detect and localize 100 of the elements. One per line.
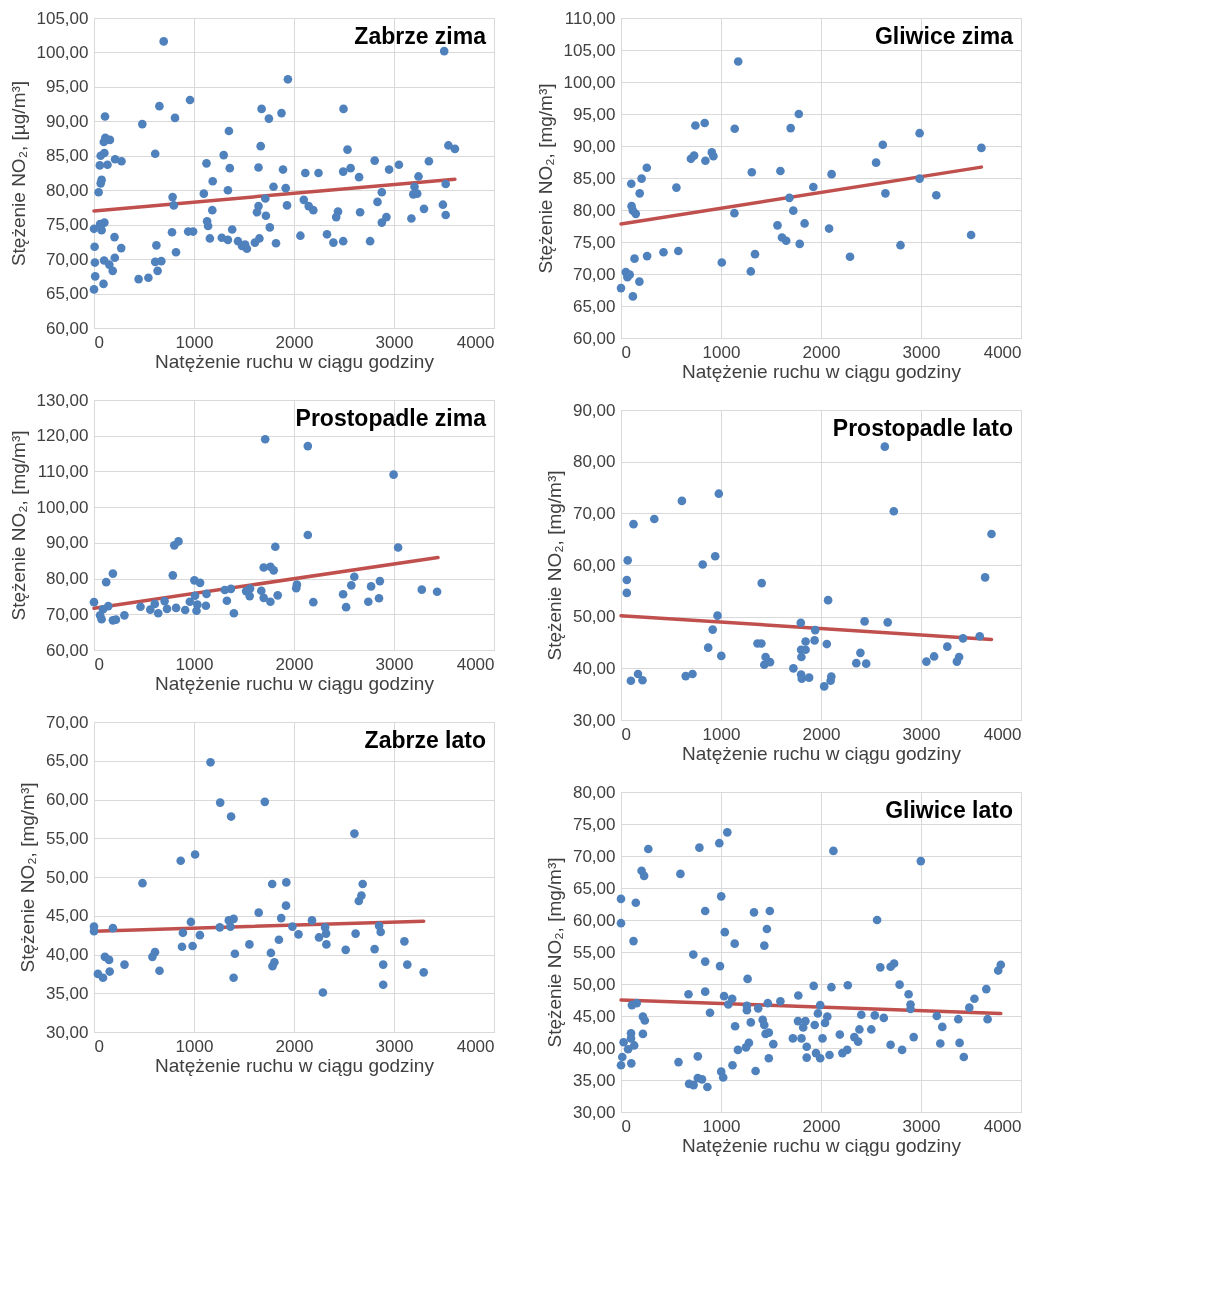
point bbox=[797, 674, 807, 683]
x-tick-label: 1000 bbox=[175, 1036, 214, 1056]
x-tick-label: 0 bbox=[94, 332, 104, 352]
point bbox=[626, 676, 636, 686]
y-tick-label: 40,00 bbox=[45, 945, 89, 964]
y-tick-label: 60,00 bbox=[45, 640, 89, 660]
y-tick-label: 30,00 bbox=[572, 710, 616, 730]
y-tick-label: 35,00 bbox=[45, 983, 89, 1003]
y-tick-label: 30,00 bbox=[45, 1022, 89, 1042]
x-axis-title: Natężenie ruchu w ciągu godziny bbox=[155, 1054, 435, 1076]
x-tick-label: 1000 bbox=[702, 1116, 741, 1136]
y-tick-label: 70,00 bbox=[572, 846, 616, 866]
point bbox=[795, 239, 805, 249]
point bbox=[881, 189, 890, 198]
point bbox=[622, 588, 632, 598]
y-tick-label: 80,00 bbox=[572, 452, 616, 472]
y-tick-label: 40,00 bbox=[572, 1038, 616, 1058]
point bbox=[827, 169, 836, 179]
x-tick-label: 2000 bbox=[275, 332, 314, 352]
chart-title: Gliwice zima bbox=[874, 23, 1014, 49]
y-tick-label: 80,00 bbox=[572, 200, 616, 220]
x-tick-label: 2000 bbox=[275, 1036, 314, 1056]
point bbox=[860, 617, 869, 626]
x-tick-label: 4000 bbox=[456, 654, 495, 674]
point bbox=[788, 206, 798, 215]
point bbox=[672, 183, 681, 192]
point bbox=[733, 57, 743, 66]
x-tick-label: 1000 bbox=[702, 342, 741, 362]
point bbox=[922, 657, 931, 666]
point bbox=[750, 249, 760, 259]
point bbox=[746, 267, 756, 276]
point bbox=[635, 277, 644, 286]
x-tick-label: 3000 bbox=[902, 1116, 941, 1136]
point bbox=[958, 634, 968, 643]
point bbox=[765, 657, 775, 667]
point bbox=[980, 573, 990, 582]
x-axis-title: Natężenie ruchu w ciągu godziny bbox=[155, 350, 435, 372]
point bbox=[822, 639, 832, 649]
y-tick-label: 50,00 bbox=[45, 867, 89, 887]
x-tick-label: 2000 bbox=[802, 1116, 841, 1136]
point bbox=[819, 682, 829, 691]
x-axis-title: Natężenie ruchu w ciągu godziny bbox=[682, 742, 962, 764]
y-tick-label: 110,00 bbox=[564, 8, 616, 28]
y-tick-label: 85,00 bbox=[45, 146, 89, 166]
y-tick-label: 60,00 bbox=[45, 790, 89, 809]
x-tick-label: 4000 bbox=[983, 342, 1022, 362]
point bbox=[929, 652, 939, 661]
x-tick-label: 2000 bbox=[802, 724, 841, 744]
point bbox=[616, 283, 626, 293]
point bbox=[677, 496, 687, 506]
y-tick-label: 110,00 bbox=[37, 461, 89, 481]
y-tick-label: 75,00 bbox=[572, 814, 616, 834]
point bbox=[757, 578, 767, 588]
point bbox=[789, 664, 798, 673]
y-tick-label: 40,00 bbox=[572, 658, 616, 678]
point bbox=[931, 190, 941, 200]
point bbox=[703, 643, 713, 652]
point bbox=[977, 143, 986, 153]
point bbox=[786, 123, 796, 133]
point bbox=[638, 675, 647, 685]
y-tick-label: 55,00 bbox=[572, 942, 616, 962]
x-tick-label: 4000 bbox=[456, 332, 495, 352]
y-tick-label: 55,00 bbox=[45, 828, 89, 848]
x-tick-label: 3000 bbox=[375, 1036, 414, 1056]
point bbox=[845, 252, 855, 262]
point bbox=[823, 595, 833, 605]
y-tick-label: 65,00 bbox=[572, 296, 616, 316]
point bbox=[630, 254, 639, 263]
point bbox=[649, 514, 659, 524]
point bbox=[896, 240, 905, 250]
point bbox=[824, 224, 834, 233]
point bbox=[954, 652, 964, 662]
y-tick-label: 90,00 bbox=[45, 111, 89, 131]
point bbox=[804, 673, 814, 682]
point bbox=[856, 648, 865, 658]
y-axis-title: Stężenie NO₂, [mg/m³] bbox=[543, 470, 565, 661]
x-tick-label: 4000 bbox=[983, 1116, 1022, 1136]
point bbox=[717, 258, 727, 267]
y-axis-title: Stężenie NO₂, [µg/m³] bbox=[7, 80, 29, 267]
y-tick-label: 75,00 bbox=[45, 215, 89, 235]
point bbox=[642, 251, 652, 261]
chart-title: Prostopadle zima bbox=[295, 405, 487, 431]
y-tick-label: 120,00 bbox=[36, 426, 89, 446]
x-axis-title: Natężenie ruchu w ciągu godziny bbox=[682, 1134, 962, 1156]
point bbox=[673, 246, 683, 256]
point bbox=[975, 631, 985, 641]
y-tick-label: 70,00 bbox=[45, 249, 89, 269]
y-tick-label: 30,00 bbox=[572, 1102, 616, 1122]
point bbox=[826, 672, 836, 681]
chart-title: Prostopadle lato bbox=[832, 415, 1013, 441]
point bbox=[623, 556, 633, 565]
point bbox=[794, 109, 804, 119]
point bbox=[810, 636, 819, 645]
y-tick-label: 105,00 bbox=[36, 8, 89, 28]
point bbox=[851, 658, 861, 668]
point bbox=[781, 236, 791, 246]
x-tick-label: 2000 bbox=[275, 654, 314, 674]
x-axis-title: Natężenie ruchu w ciągu godziny bbox=[155, 672, 435, 694]
y-axis-title: Stężenie NO₂, [mg/m³] bbox=[534, 83, 556, 274]
y-tick-label: 95,00 bbox=[45, 77, 89, 97]
